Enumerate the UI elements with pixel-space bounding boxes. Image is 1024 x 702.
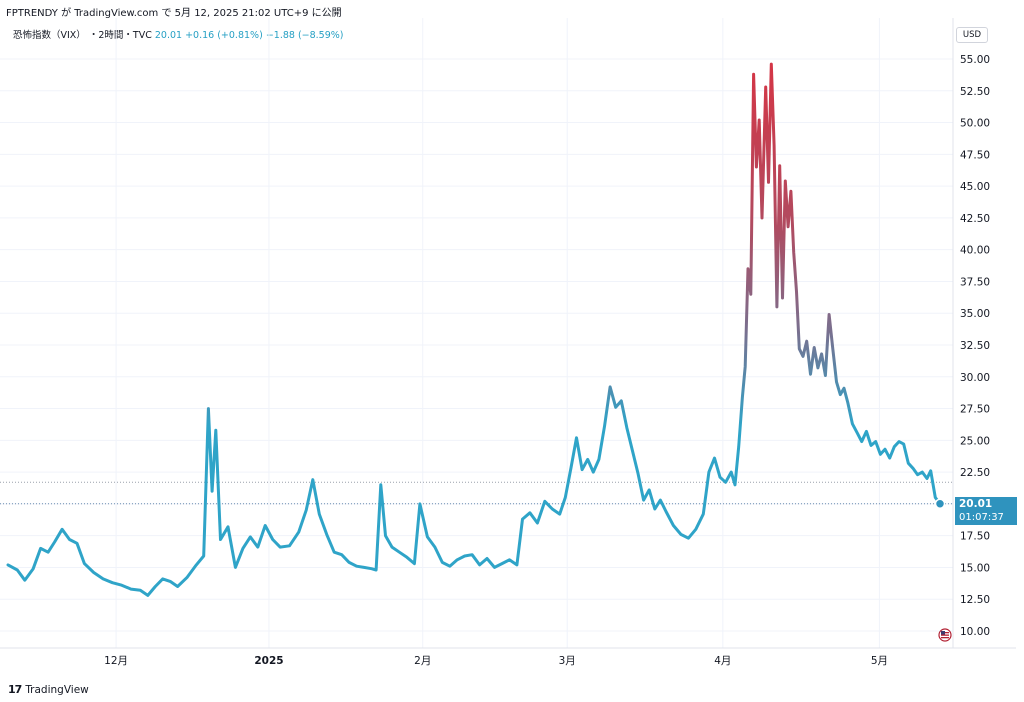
price-change: +0.16 (+0.81%) [185,30,263,41]
last-price-dot [934,498,946,510]
tradingview-logo-icon[interactable]: 17 [8,683,22,696]
x-tick-label: 12月 [104,655,128,667]
vix-series-line [6,62,942,597]
time-axis[interactable]: 12月 2025 2月 3月 4月 5月 [104,655,888,667]
x-tick-label: 3月 [559,655,576,667]
price-tag: 20.01 01:07:37 [955,497,1017,525]
y-tick-label: 37.50 [960,276,990,288]
price-change-period: −1.88 (−8.59%) [265,30,344,41]
x-tick-label: 4月 [714,655,731,667]
y-tick-label: 32.50 [960,340,990,352]
symbol-interval: ・2時間・TVC [88,30,152,41]
y-tick-label: 10.00 [960,626,990,638]
price-axis[interactable]: 55.00 52.50 50.00 47.50 45.00 42.50 40.00 37.50… [960,54,990,638]
symbol-legend: 恐怖指数（VIX） ・2時間・TVC 20.01 +0.16 (+0.81%) … [13,27,344,41]
publish-header: FPTRENDY が TradingView.com で 5月 12, 2025… [6,8,342,19]
y-tick-label: 35.00 [960,308,990,320]
currency-button[interactable]: USD [956,27,988,43]
chart-grid [0,18,953,648]
brand-name[interactable]: TradingView [25,683,89,696]
last-price: 20.01 [154,30,183,41]
y-tick-label: 17.50 [960,531,990,543]
y-tick-label: 15.00 [960,562,990,574]
y-tick-label: 47.50 [960,149,990,161]
symbol-name[interactable]: 恐怖指数（VIX） [13,30,86,41]
y-tick-label: 50.00 [960,118,990,130]
y-tick-label: 27.50 [960,404,990,416]
y-tick-label: 42.50 [960,213,990,225]
y-tick-label: 30.00 [960,372,990,384]
x-tick-label: 5月 [871,655,888,667]
y-tick-label: 12.50 [960,594,990,606]
footer: 17 TradingView [8,683,89,696]
bar-countdown: 01:07:37 [959,512,1004,523]
y-tick-label: 45.00 [960,181,990,193]
y-tick-label: 55.00 [960,54,990,66]
y-tick-label: 40.00 [960,245,990,257]
y-tick-label: 52.50 [960,86,990,98]
price-tag-value: 20.01 [959,498,993,510]
flag-icon[interactable] [938,628,952,642]
x-tick-label: 2月 [414,655,431,667]
x-tick-label: 2025 [254,655,283,667]
y-tick-label: 25.00 [960,435,990,447]
y-tick-label: 22.50 [960,467,990,479]
